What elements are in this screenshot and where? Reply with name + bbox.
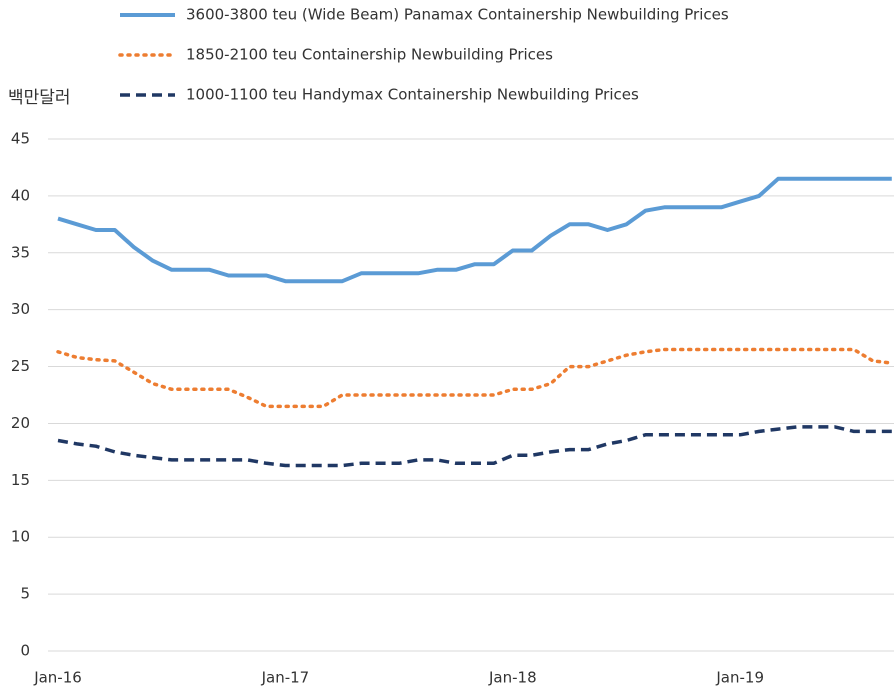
y-tick-label: 15 (11, 471, 30, 489)
legend-label: 1000-1100 teu Handymax Containership New… (186, 86, 639, 104)
y-tick-label: 40 (11, 186, 30, 204)
y-tick-label: 0 (20, 642, 30, 660)
y-tick-label: 35 (11, 243, 30, 261)
legend-label: 3600-3800 teu (Wide Beam) Panamax Contai… (186, 6, 729, 24)
series-line (56, 347, 894, 409)
y-tick-label: 25 (11, 357, 30, 375)
series-line (57, 176, 892, 284)
y-tick-label: 5 (20, 585, 30, 603)
y-tick-label: 20 (11, 414, 30, 432)
x-tick-label: Jan-18 (488, 669, 537, 687)
series-line (57, 425, 892, 468)
legend-label: 1850-2100 teu Containership Newbuilding … (186, 46, 553, 64)
y-tick-label: 30 (11, 300, 30, 318)
x-tick-label: Jan-16 (33, 669, 82, 687)
y-tick-label: 10 (11, 528, 30, 546)
y-tick-label: 45 (11, 130, 30, 148)
y-axis-label: 백만달러 (8, 88, 71, 108)
x-tick-label: Jan-17 (261, 669, 310, 687)
x-tick-label: Jan-19 (715, 669, 764, 687)
